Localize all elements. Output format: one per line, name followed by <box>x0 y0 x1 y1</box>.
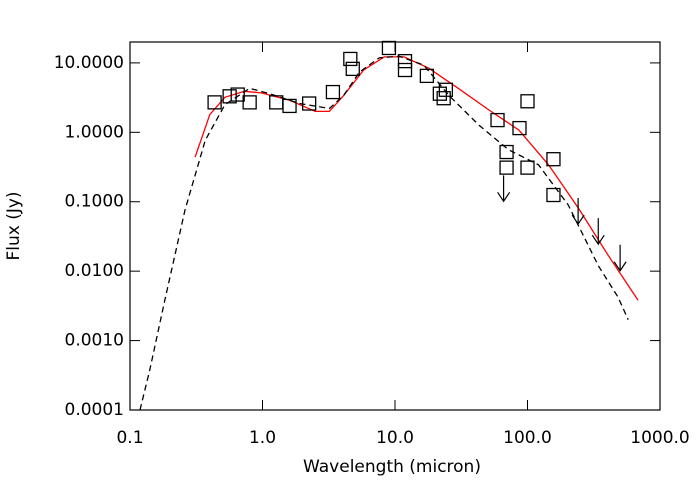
upper-limit <box>497 175 511 203</box>
y-tick-label: 0.0010 <box>65 331 124 351</box>
data-point <box>499 160 514 175</box>
y-tick-label: 1.0000 <box>65 122 124 142</box>
x-tick-label: 0.1 <box>116 428 143 448</box>
y-tick-label: 0.0001 <box>65 400 124 420</box>
data-point <box>325 84 341 100</box>
data-point <box>490 112 505 128</box>
data-point <box>438 82 454 97</box>
x-tick-label: 1.0 <box>249 428 276 448</box>
data-point <box>546 187 561 203</box>
y-tick-label: 0.0100 <box>65 261 124 281</box>
data-point <box>520 160 535 175</box>
data-point <box>302 96 317 111</box>
x-tick-label: 100.0 <box>503 428 552 448</box>
data-point <box>207 95 222 110</box>
data-point <box>397 53 413 69</box>
upper-limit <box>591 218 605 246</box>
data-point <box>499 144 514 160</box>
data-point <box>512 120 527 136</box>
data-point <box>397 62 413 78</box>
x-tick-label: 1000.0 <box>630 428 689 448</box>
y-axis-label: Flux (Jy) <box>4 191 24 260</box>
upper-limit <box>613 244 627 272</box>
data-point <box>520 94 535 109</box>
model-curve <box>194 56 639 301</box>
data-point <box>381 40 397 56</box>
x-tick-label: 10.0 <box>376 428 414 448</box>
y-tick-label: 10.0000 <box>54 53 124 73</box>
plot-frame <box>129 41 661 411</box>
data-point <box>242 95 257 110</box>
data-point <box>282 98 297 114</box>
upper-limit <box>571 198 585 226</box>
x-axis-label: Wavelength (micron) <box>303 457 481 477</box>
data-point <box>343 51 358 67</box>
data-point <box>230 87 245 102</box>
data-point <box>419 68 435 84</box>
y-tick-label: 0.1000 <box>65 192 124 212</box>
model-curve <box>139 55 629 411</box>
data-point <box>345 61 360 77</box>
data-point <box>222 89 237 104</box>
data-point <box>436 91 451 106</box>
data-point <box>546 152 561 167</box>
